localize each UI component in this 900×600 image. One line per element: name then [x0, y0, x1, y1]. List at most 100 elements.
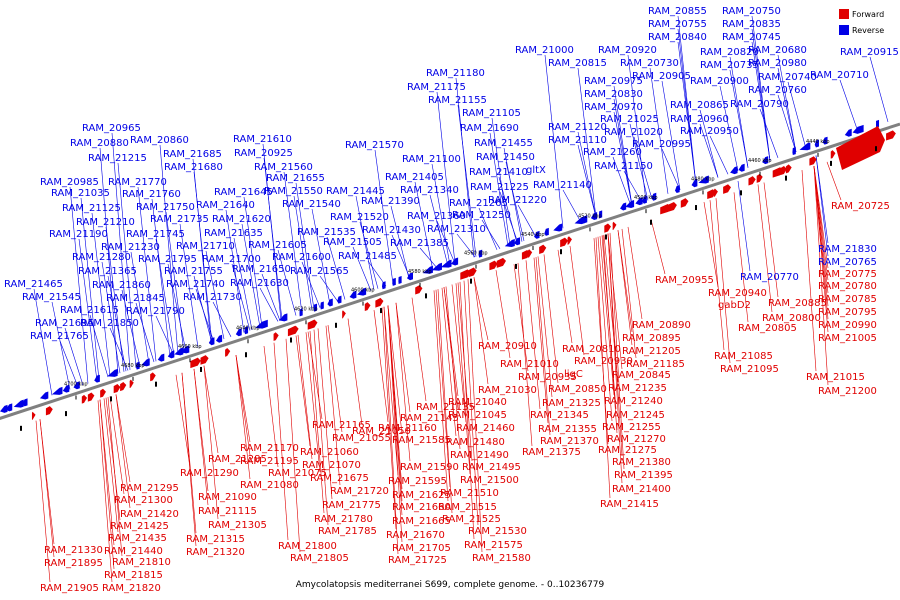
reverse-leader-line — [359, 221, 379, 289]
forward-leader-line — [733, 192, 749, 323]
forward-named-gene-label: ligC — [564, 369, 583, 380]
reverse-gene-label: RAM_21020 — [604, 127, 663, 138]
tick-label: 4540 kbp — [521, 232, 545, 238]
forward-leader-line — [617, 230, 633, 346]
forward-leader-line — [387, 305, 403, 435]
reverse-gene-label: RAM_21485 — [338, 251, 397, 262]
reverse-leader-line — [99, 147, 119, 374]
reverse-gene-label: RAM_21535 — [297, 227, 356, 238]
forward-gene-label: RAM_21080 — [240, 480, 299, 491]
reverse-leader-line — [787, 81, 807, 149]
reverse-gene-label: RAM_21310 — [427, 224, 486, 235]
forward-gene — [667, 201, 677, 213]
forward-gene-label: RAM_21285 — [208, 454, 267, 465]
forward-leader-line — [609, 232, 625, 470]
forward-gene-label: RAM_21440 — [104, 546, 163, 557]
reverse-gene-label: RAM_21450 — [476, 152, 535, 163]
forward-gene-label: RAM_21905 — [40, 583, 99, 594]
tick-label: 4560 kbp — [464, 251, 488, 257]
forward-gene-label: RAM_21780 — [314, 514, 373, 525]
forward-gene-label: RAM_21160 — [378, 423, 437, 434]
reverse-gene-label: RAM_21190 — [49, 229, 108, 240]
gene-marker — [200, 366, 202, 372]
reverse-gene-label: RAM_21750 — [136, 202, 195, 213]
reverse-gene-label: RAM_20840 — [648, 32, 707, 43]
tick-label: 4700 kbp — [64, 382, 88, 388]
gene-marker — [650, 219, 652, 225]
reverse-leader-line — [69, 186, 89, 384]
reverse-leader-line — [577, 131, 597, 218]
forward-gene — [415, 285, 423, 295]
reverse-gene — [263, 319, 268, 328]
reverse-gene-label: RAM_20915 — [840, 47, 899, 58]
reverse-gene-label: RAM_21280 — [72, 252, 131, 263]
reverse-gene — [642, 195, 647, 204]
reverse-gene — [674, 185, 680, 194]
reverse-leader-line — [326, 236, 346, 300]
forward-gene-label: RAM_20725 — [831, 201, 890, 212]
reverse-leader-line — [107, 275, 127, 372]
forward-gene-label: RAM_21305 — [208, 520, 267, 531]
reverse-leader-line — [815, 155, 829, 257]
forward-leader-line — [235, 355, 251, 443]
reverse-gene-label: RAM_21655 — [266, 173, 325, 184]
forward-gene — [87, 392, 95, 402]
forward-leader-line — [285, 338, 301, 553]
tick-label: 4520 kbp — [578, 213, 602, 219]
forward-gene-label: RAM_20850 — [548, 384, 607, 395]
forward-gene-label: RAM_21800 — [278, 541, 337, 552]
reverse-gene-label: RAM_21770 — [108, 177, 167, 188]
forward-gene-label: RAM_21185 — [626, 359, 685, 370]
reverse-leader-line — [759, 108, 779, 159]
forward-leader-line — [325, 325, 341, 486]
reverse-leader-line — [155, 315, 175, 356]
reverse-leader-line — [613, 111, 633, 206]
forward-gene — [468, 267, 477, 278]
forward-leader-line — [295, 335, 311, 447]
reverse-leader-line — [391, 234, 411, 279]
forward-gene-label: RAM_21075 — [268, 468, 327, 479]
reverse-leader-line — [80, 197, 100, 381]
legend-forward-label: Forward — [852, 10, 884, 19]
tick-label: 4620 kbp — [294, 306, 318, 312]
forward-leader-line — [307, 331, 323, 420]
reverse-leader-line — [613, 98, 633, 206]
reverse-gene-label: RAM_21035 — [51, 188, 110, 199]
reverse-leader-line — [627, 54, 647, 202]
forward-gene-label: RAM_21325 — [542, 398, 601, 409]
forward-gene-label: RAM_20785 — [818, 294, 877, 305]
reverse-gene-label: RAM_20950 — [680, 126, 739, 137]
forward-gene-label: RAM_20940 — [708, 288, 767, 299]
reverse-gene — [107, 368, 118, 377]
forward-gene-label: RAM_21370 — [540, 436, 599, 447]
forward-gene-label: RAM_21095 — [720, 364, 779, 375]
reverse-gene-label: RAM_21390 — [361, 196, 420, 207]
forward-gene-label: RAM_20890 — [632, 320, 691, 331]
reverse-gene-label: RAM_21410 — [469, 167, 528, 178]
reverse-gene — [157, 353, 165, 362]
forward-gene-label: RAM_21295 — [120, 483, 179, 494]
gene-marker — [245, 352, 247, 358]
forward-gene-label: RAM_21380 — [612, 457, 671, 468]
reverse-leader-line — [503, 147, 523, 242]
reverse-gene — [534, 230, 540, 239]
forward-gene-label: RAM_21060 — [300, 447, 359, 458]
forward-gene-label: RAM_21045 — [448, 410, 507, 421]
reverse-gene — [208, 337, 215, 346]
reverse-leader-line — [737, 180, 751, 272]
reverse-gene — [381, 281, 386, 290]
reverse-gene — [852, 125, 861, 134]
reverse-leader-line — [101, 261, 121, 374]
forward-named-gene-label: gabD2 — [718, 300, 751, 311]
reverse-gene-label: RAM_21150 — [594, 161, 653, 172]
reverse-gene-label: RAM_21605 — [248, 240, 307, 251]
reverse-gene-label: RAM_21760 — [122, 189, 181, 200]
tick-label: 4440 kbp — [806, 139, 830, 145]
forward-gene-label: RAM_21315 — [186, 534, 245, 545]
forward-leader-line — [395, 302, 411, 413]
forward-gene-label: RAM_21580 — [472, 553, 531, 564]
reverse-gene — [504, 238, 515, 247]
forward-leader-line — [35, 420, 51, 583]
forward-gene-label: RAM_21515 — [438, 502, 497, 513]
